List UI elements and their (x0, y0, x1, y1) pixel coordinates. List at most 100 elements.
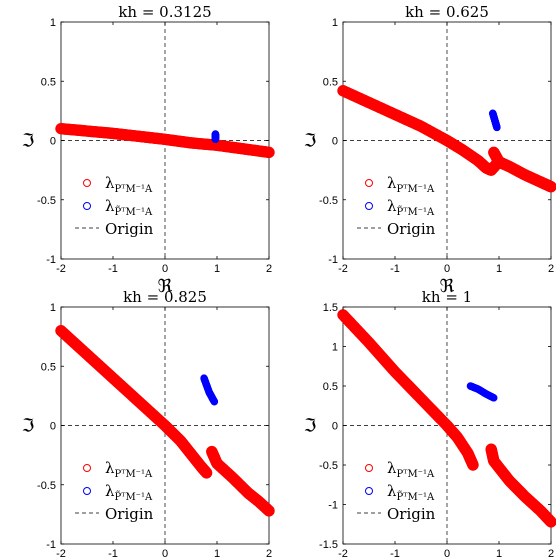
x-axis-label: ℜ (440, 276, 455, 297)
y-tick-label: 1 (50, 17, 56, 29)
data-point (211, 130, 220, 138)
x-tick-label: 1 (496, 548, 502, 560)
legend-label-origin: Origin (387, 220, 436, 238)
x-tick-label: 0 (444, 263, 450, 275)
subplot-1: -2 -1 0 1 210.50-0.5-1kh = 0.3125ℜℑλPᵀM⁻¹AλP… (22, 3, 275, 297)
legend-marker (365, 202, 373, 210)
x-tick-label: 2 (266, 548, 272, 560)
series-1 (55, 122, 275, 159)
x-tick-label: 0 (162, 263, 168, 275)
y-tick-label: -1 (46, 539, 56, 551)
y-tick-label: -1.5 (319, 539, 338, 551)
x-tick-label: 1 (496, 263, 502, 275)
y-tick-label: 0.5 (323, 381, 338, 393)
x-tick-label: -2 (338, 263, 348, 275)
series-3 (489, 109, 501, 132)
legend-label-blue: λP̃ᵀM⁻¹A (105, 482, 153, 503)
series-1 (337, 309, 479, 471)
series-2 (211, 130, 220, 144)
legend-label-red: λPᵀM⁻¹A (105, 459, 153, 480)
y-tick-label: 1 (50, 302, 56, 314)
data-point (210, 398, 219, 406)
legend-label-origin: Origin (105, 220, 154, 238)
legend-label-red: λPᵀM⁻¹A (105, 174, 153, 195)
subplot-title: kh = 0.825 (123, 288, 207, 306)
y-tick-label: 0 (332, 421, 338, 433)
data-point (263, 146, 275, 159)
x-tick-label: -1 (390, 263, 400, 275)
data-point (490, 394, 498, 402)
y-tick-label: 0 (50, 421, 56, 433)
y-axis-label: ℑ (304, 416, 317, 437)
y-axis-label: ℑ (304, 131, 317, 152)
y-tick-label: -0.5 (319, 460, 338, 472)
series-2 (485, 443, 556, 528)
x-tick-label: 1 (214, 263, 220, 275)
series-2 (488, 146, 556, 193)
legend-label-blue: λP̃ᵀM⁻¹A (387, 197, 435, 218)
y-tick-label: 0.5 (323, 76, 338, 88)
legend-marker (365, 179, 373, 187)
y-tick-label: 0.5 (41, 76, 56, 88)
y-axis-label: ℑ (22, 131, 35, 152)
x-tick-label: -1 (390, 548, 400, 560)
x-tick-label: -1 (108, 263, 118, 275)
y-tick-label: -1 (328, 254, 338, 266)
legend-marker (83, 202, 91, 210)
data-point (545, 181, 556, 193)
legend-label-red: λPᵀM⁻¹A (387, 459, 435, 480)
subplot-title: kh = 0.3125 (118, 3, 211, 21)
y-tick-label: -0.5 (37, 480, 56, 492)
y-axis-label: ℑ (22, 416, 35, 437)
subplot-2: -2 -1 0 1 210.50-0.5-1kh = 0.625ℜℑλPᵀM⁻¹AλP̃… (304, 3, 556, 297)
legend-marker (83, 179, 91, 187)
legend-label-blue: λP̃ᵀM⁻¹A (387, 482, 435, 503)
x-tick-label: -1 (108, 548, 118, 560)
series-1 (55, 325, 213, 479)
y-tick-label: 0 (50, 136, 56, 148)
x-tick-label: 0 (162, 548, 168, 560)
subplot-title: kh = 0.625 (405, 3, 489, 21)
y-tick-label: 1 (332, 17, 338, 29)
legend-marker (365, 487, 373, 495)
series-3 (466, 382, 498, 402)
y-tick-label: 1 (332, 342, 338, 354)
y-tick-label: 0.5 (41, 361, 56, 373)
data-point (467, 459, 479, 471)
subplot-title: kh = 1 (422, 288, 472, 306)
y-tick-label: -0.5 (37, 195, 56, 207)
legend-label-origin: Origin (387, 505, 436, 523)
x-tick-label: 0 (444, 548, 450, 560)
series-3 (200, 374, 219, 406)
x-tick-label: 1 (214, 548, 220, 560)
y-tick-label: -0.5 (319, 195, 338, 207)
legend-label-blue: λP̃ᵀM⁻¹A (105, 197, 153, 218)
legend-marker (83, 464, 91, 472)
x-tick-label: -2 (56, 548, 66, 560)
x-tick-label: 2 (548, 548, 554, 560)
y-tick-label: 1.5 (323, 302, 338, 314)
x-axis-label: ℜ (158, 276, 173, 297)
legend-label-origin: Origin (105, 505, 154, 523)
y-tick-label: -1 (46, 254, 56, 266)
y-tick-label: -1 (328, 500, 338, 512)
legend-marker (83, 487, 91, 495)
series-2 (206, 445, 275, 517)
data-point (545, 516, 556, 528)
x-tick-label: -2 (338, 548, 348, 560)
x-tick-label: 2 (266, 263, 272, 275)
x-tick-label: 2 (548, 263, 554, 275)
data-point (263, 505, 275, 517)
data-point (493, 123, 501, 132)
legend-label-red: λPᵀM⁻¹A (387, 174, 435, 195)
y-tick-label: 0 (332, 136, 338, 148)
legend-marker (365, 464, 373, 472)
